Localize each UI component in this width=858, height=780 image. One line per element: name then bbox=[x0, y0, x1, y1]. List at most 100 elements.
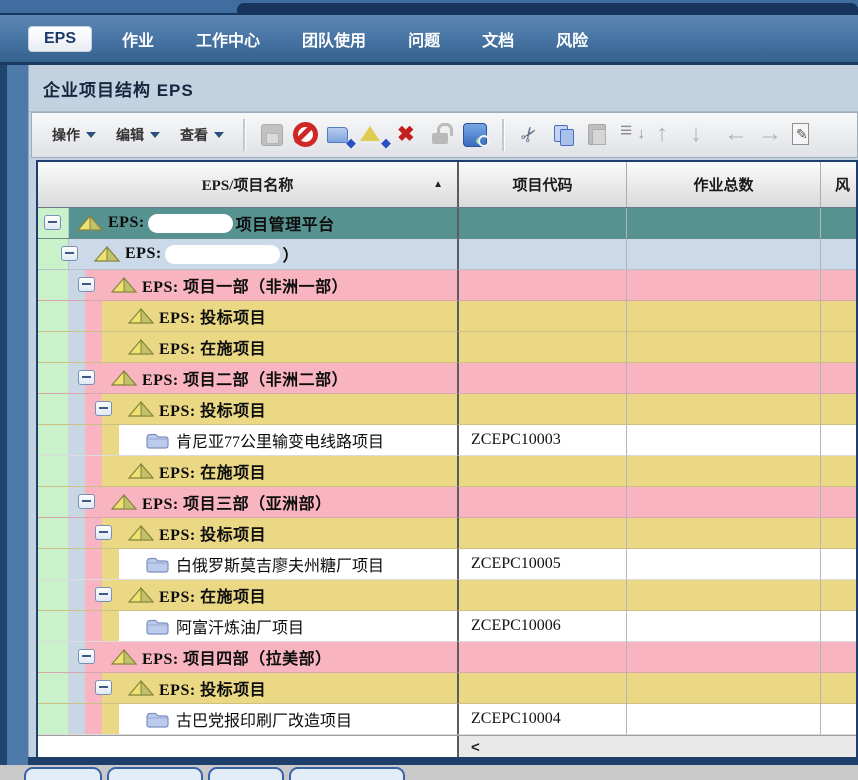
eps-name-cell[interactable]: EPS: ） bbox=[38, 239, 457, 270]
project-code-cell[interactable] bbox=[457, 580, 626, 611]
table-row[interactable]: EPS: 在施项目 bbox=[38, 456, 856, 487]
risk-cell[interactable] bbox=[820, 425, 856, 456]
table-row[interactable]: EPS: 项目三部（亚洲部） bbox=[38, 487, 856, 518]
risk-cell[interactable] bbox=[820, 363, 856, 394]
project-code-cell[interactable]: ZCEPC10005 bbox=[457, 549, 626, 580]
risk-cell[interactable] bbox=[820, 394, 856, 425]
risk-cell[interactable] bbox=[820, 456, 856, 487]
project-code-cell[interactable] bbox=[457, 301, 626, 332]
risk-cell[interactable] bbox=[820, 611, 856, 642]
activity-count-cell[interactable] bbox=[626, 704, 820, 735]
activity-count-cell[interactable] bbox=[626, 456, 820, 487]
activity-count-cell[interactable] bbox=[626, 673, 820, 704]
activity-count-cell[interactable] bbox=[626, 270, 820, 301]
eps-name-cell[interactable]: 阿富汗炼油厂项目 bbox=[38, 611, 457, 642]
activity-count-cell[interactable] bbox=[626, 394, 820, 425]
activity-count-cell[interactable] bbox=[626, 518, 820, 549]
table-row[interactable]: EPS: 项目一部（非洲一部） bbox=[38, 270, 856, 301]
menu-tab-文档[interactable]: 文档 bbox=[482, 32, 515, 50]
add-project-icon[interactable] bbox=[357, 120, 391, 151]
collapse-toggle[interactable] bbox=[95, 587, 112, 602]
table-row[interactable]: EPS: 在施项目 bbox=[38, 332, 856, 363]
collapse-toggle[interactable] bbox=[78, 370, 95, 385]
toolbar-menu-编辑[interactable]: 编辑 bbox=[116, 125, 160, 145]
table-row[interactable]: 肯尼亚77公里输变电线路项目 ZCEPC10003 bbox=[38, 425, 856, 456]
risk-cell[interactable] bbox=[820, 673, 856, 704]
risk-cell[interactable] bbox=[820, 580, 856, 611]
preview-icon[interactable] bbox=[459, 120, 493, 150]
collapse-toggle[interactable] bbox=[95, 680, 112, 695]
eps-name-cell[interactable]: EPS: 投标项目 bbox=[38, 301, 457, 332]
bottom-tab-stub-1[interactable] bbox=[24, 767, 102, 780]
table-row[interactable]: EPS: ） bbox=[38, 239, 856, 270]
eps-name-cell[interactable]: EPS: 项目管理平台 bbox=[38, 208, 457, 239]
block-icon[interactable] bbox=[289, 120, 323, 150]
toolbar-menu-查看[interactable]: 查看 bbox=[180, 125, 224, 145]
project-code-cell[interactable] bbox=[457, 518, 626, 549]
project-code-cell[interactable] bbox=[457, 642, 626, 673]
collapse-toggle[interactable] bbox=[78, 649, 95, 664]
collapse-toggle[interactable] bbox=[44, 215, 61, 230]
add-eps-icon[interactable] bbox=[323, 120, 357, 151]
project-code-cell[interactable]: ZCEPC10006 bbox=[457, 611, 626, 642]
menu-tab-作业[interactable]: 作业 bbox=[122, 32, 155, 50]
eps-name-cell[interactable]: EPS: 在施项目 bbox=[38, 580, 457, 611]
project-code-cell[interactable] bbox=[457, 487, 626, 518]
project-code-cell[interactable] bbox=[457, 363, 626, 394]
eps-name-cell[interactable]: EPS: 项目四部（拉美部） bbox=[38, 642, 457, 673]
collapse-toggle[interactable] bbox=[61, 246, 78, 261]
activity-count-cell[interactable] bbox=[626, 425, 820, 456]
menu-tab-EPS[interactable]: EPS bbox=[28, 25, 93, 52]
eps-name-cell[interactable]: EPS: 投标项目 bbox=[38, 394, 457, 425]
activity-count-cell[interactable] bbox=[626, 239, 820, 270]
activity-count-cell[interactable] bbox=[626, 580, 820, 611]
scroll-left-arrow[interactable]: < bbox=[471, 738, 480, 756]
risk-cell[interactable] bbox=[820, 208, 856, 239]
project-code-cell[interactable]: ZCEPC10004 bbox=[457, 704, 626, 735]
toolbar-menu-操作[interactable]: 操作 bbox=[52, 125, 96, 145]
risk-cell[interactable] bbox=[820, 239, 856, 270]
eps-name-cell[interactable]: EPS: 项目一部（非洲一部） bbox=[38, 270, 457, 301]
project-code-cell[interactable] bbox=[457, 673, 626, 704]
activity-count-cell[interactable] bbox=[626, 487, 820, 518]
activity-count-cell[interactable] bbox=[626, 642, 820, 673]
menu-tab-问题[interactable]: 问题 bbox=[408, 32, 441, 50]
table-row[interactable]: EPS: 在施项目 bbox=[38, 580, 856, 611]
activity-count-cell[interactable] bbox=[626, 332, 820, 363]
bottom-tab-stub-2[interactable] bbox=[107, 767, 203, 780]
column-header-4[interactable]: 风 bbox=[820, 162, 856, 207]
project-code-cell[interactable] bbox=[457, 270, 626, 301]
activity-count-cell[interactable] bbox=[626, 363, 820, 394]
bottom-tab-stub-4[interactable] bbox=[289, 767, 405, 780]
column-header-3[interactable]: 作业总数 bbox=[626, 162, 820, 207]
table-row[interactable]: 古巴党报印刷厂改造项目 ZCEPC10004 bbox=[38, 704, 856, 735]
project-code-cell[interactable] bbox=[457, 456, 626, 487]
delete-icon[interactable] bbox=[391, 120, 425, 150]
eps-name-cell[interactable]: EPS: 投标项目 bbox=[38, 673, 457, 704]
eps-name-cell[interactable]: 白俄罗斯莫吉廖夫州糖厂项目 bbox=[38, 549, 457, 580]
cut-icon[interactable] bbox=[514, 120, 548, 150]
menu-tab-风险[interactable]: 风险 bbox=[556, 32, 589, 50]
risk-cell[interactable] bbox=[820, 301, 856, 332]
table-row[interactable]: 阿富汗炼油厂项目 ZCEPC10006 bbox=[38, 611, 856, 642]
activity-count-cell[interactable] bbox=[626, 549, 820, 580]
activity-count-cell[interactable] bbox=[626, 611, 820, 642]
project-code-cell[interactable] bbox=[457, 394, 626, 425]
project-code-cell[interactable] bbox=[457, 239, 626, 270]
eps-name-cell[interactable]: EPS: 项目二部（非洲二部） bbox=[38, 363, 457, 394]
menu-tab-团队使用[interactable]: 团队使用 bbox=[302, 32, 367, 50]
eps-name-cell[interactable]: EPS: 在施项目 bbox=[38, 456, 457, 487]
table-row[interactable]: EPS: 项目二部（非洲二部） bbox=[38, 363, 856, 394]
eps-name-cell[interactable]: 肯尼亚77公里输变电线路项目 bbox=[38, 425, 457, 456]
eps-name-cell[interactable]: EPS: 在施项目 bbox=[38, 332, 457, 363]
risk-cell[interactable] bbox=[820, 332, 856, 363]
column-header-2[interactable]: 项目代码 bbox=[457, 162, 626, 207]
collapse-toggle[interactable] bbox=[95, 401, 112, 416]
activity-count-cell[interactable] bbox=[626, 301, 820, 332]
horizontal-scrollbar[interactable]: < bbox=[457, 736, 856, 758]
table-row[interactable]: EPS: 投标项目 bbox=[38, 394, 856, 425]
risk-cell[interactable] bbox=[820, 549, 856, 580]
table-row[interactable]: EPS: 项目四部（拉美部） bbox=[38, 642, 856, 673]
table-row[interactable]: EPS: 投标项目 bbox=[38, 518, 856, 549]
copy-icon[interactable] bbox=[548, 120, 582, 150]
